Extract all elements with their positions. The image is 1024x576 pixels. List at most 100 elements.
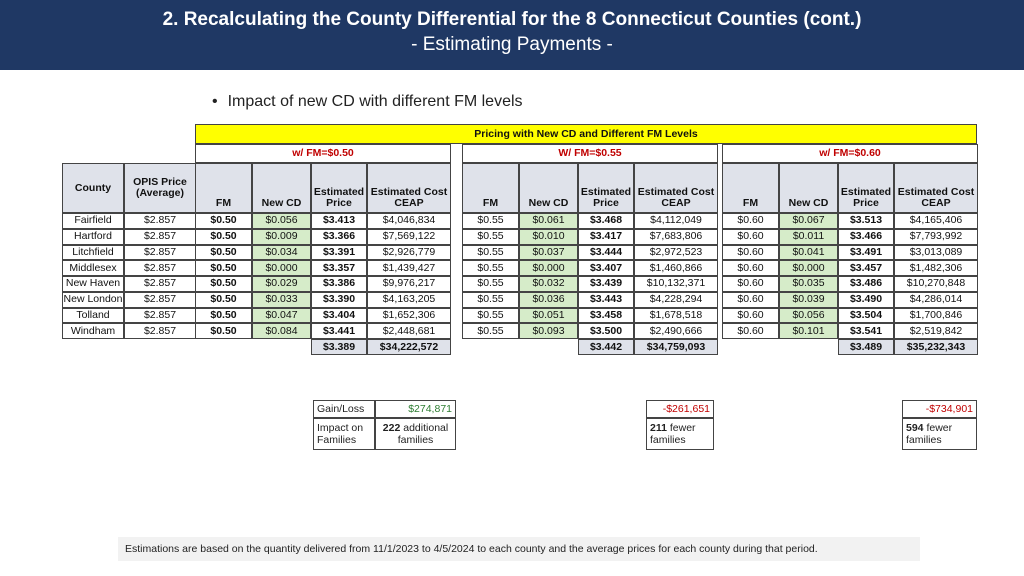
slide-subtitle: - Estimating Payments - <box>411 34 613 55</box>
estimated-cost: $9,976,217 <box>367 276 451 292</box>
group-label: W/ FM=$0.55 <box>462 144 718 163</box>
fm-value: $0.60 <box>722 291 779 308</box>
estimated-cost: $7,569,122 <box>367 228 451 245</box>
estimated-price: $3.500 <box>578 323 634 339</box>
new-cd-value: $0.029 <box>252 276 311 292</box>
estimated-price: $3.404 <box>311 307 367 324</box>
estimated-price: $3.390 <box>311 291 367 308</box>
new-cd-value: $0.036 <box>519 291 578 308</box>
impact-count: 211 <box>650 422 667 434</box>
fm-value: $0.50 <box>195 276 252 292</box>
estimated-cost: $4,112,049 <box>634 213 718 229</box>
fm-value: $0.50 <box>195 228 252 245</box>
loss-value-text: -$261,651 <box>662 403 710 415</box>
estimated-cost: $1,482,306 <box>894 260 978 276</box>
new-cd-value: $0.033 <box>252 291 311 308</box>
new-cd-value: $0.093 <box>519 323 578 339</box>
fm-value: $0.55 <box>462 228 519 245</box>
estimated-price: $3.491 <box>838 244 894 261</box>
new-cd-value: $0.067 <box>779 213 838 229</box>
fm-value: $0.55 <box>462 260 519 276</box>
fm-value: $0.60 <box>722 260 779 276</box>
new-cd-value: $0.101 <box>779 323 838 339</box>
fm-value: $0.55 <box>462 213 519 229</box>
fm-value: $0.60 <box>722 213 779 229</box>
new-cd-value: $0.000 <box>779 260 838 276</box>
impact-value: 211 fewer families <box>646 418 714 450</box>
impact-text: additional families <box>397 422 449 446</box>
estimated-cost: $10,132,371 <box>634 276 718 292</box>
estimated-cost: $4,046,834 <box>367 213 451 229</box>
bullet-point: • Impact of new CD with different FM leve… <box>212 93 523 111</box>
new-cd-value: $0.061 <box>519 213 578 229</box>
opis-price: $2.857 <box>124 323 196 339</box>
fm-value: $0.55 <box>462 244 519 261</box>
new-cd-value: $0.000 <box>519 260 578 276</box>
county-name: Middlesex <box>62 260 124 276</box>
col-header-new-cd: New CD <box>252 163 311 213</box>
new-cd-value: $0.000 <box>252 260 311 276</box>
estimated-cost: $4,165,406 <box>894 213 978 229</box>
fm-value: $0.60 <box>722 228 779 245</box>
impact-count: 594 <box>906 422 924 434</box>
impact-text: fewer families <box>650 422 696 446</box>
estimated-cost: $10,270,848 <box>894 276 978 292</box>
loss-value: -$734,901 <box>902 400 977 418</box>
col-header-est-cost: Estimated Cost CEAP <box>634 163 718 213</box>
col-header-new-cd: New CD <box>519 163 578 213</box>
footnote: Estimations are based on the quantity de… <box>118 537 920 561</box>
estimated-price: $3.391 <box>311 244 367 261</box>
impact-label-text: Impact on Families <box>317 422 364 446</box>
gain-value-text: $274,871 <box>408 403 452 415</box>
new-cd-value: $0.011 <box>779 228 838 245</box>
bullet-icon: • <box>212 93 218 110</box>
col-header-fm: FM <box>462 163 519 213</box>
fm-value: $0.55 <box>462 307 519 324</box>
estimated-price: $3.444 <box>578 244 634 261</box>
estimated-price: $3.407 <box>578 260 634 276</box>
estimated-cost: $1,678,518 <box>634 307 718 324</box>
new-cd-value: $0.041 <box>779 244 838 261</box>
new-cd-value: $0.010 <box>519 228 578 245</box>
col-header-opis: OPIS Price (Average) <box>124 163 196 213</box>
estimated-cost: $2,519,842 <box>894 323 978 339</box>
gain-loss-label-text: Gain/Loss <box>317 403 365 415</box>
estimated-cost: $7,683,806 <box>634 228 718 245</box>
new-cd-value: $0.035 <box>779 276 838 292</box>
col-header-fm: FM <box>195 163 252 213</box>
estimated-price: $3.490 <box>838 291 894 308</box>
opis-price: $2.857 <box>124 213 196 229</box>
new-cd-value: $0.032 <box>519 276 578 292</box>
estimated-cost: $3,013,089 <box>894 244 978 261</box>
col-header-est-price: Estimated Price <box>838 163 894 213</box>
county-name: Windham <box>62 323 124 339</box>
fm-value: $0.60 <box>722 244 779 261</box>
estimated-price: $3.468 <box>578 213 634 229</box>
col-header-est-cost: Estimated Cost CEAP <box>367 163 451 213</box>
fm-value: $0.50 <box>195 244 252 261</box>
loss-value: -$261,651 <box>646 400 714 418</box>
fm-value: $0.60 <box>722 307 779 324</box>
estimated-cost: $4,286,014 <box>894 291 978 308</box>
estimated-price: $3.366 <box>311 228 367 245</box>
group-label: w/ FM=$0.50 <box>195 144 451 163</box>
estimated-price: $3.443 <box>578 291 634 308</box>
impact-label: Impact on Families <box>313 418 375 450</box>
fm-value: $0.50 <box>195 260 252 276</box>
estimated-cost: $2,448,681 <box>367 323 451 339</box>
opis-price: $2.857 <box>124 291 196 308</box>
estimated-price: $3.441 <box>311 323 367 339</box>
fm-value: $0.55 <box>462 323 519 339</box>
county-name: New London <box>62 291 124 308</box>
county-name: Tolland <box>62 307 124 324</box>
estimated-price: $3.541 <box>838 323 894 339</box>
opis-price: $2.857 <box>124 307 196 324</box>
estimated-price: $3.486 <box>838 276 894 292</box>
table-banner: Pricing with New CD and Different FM Lev… <box>195 124 977 144</box>
estimated-cost: $4,163,205 <box>367 291 451 308</box>
estimated-price: $3.439 <box>578 276 634 292</box>
total-cost: $35,232,343 <box>894 339 978 355</box>
col-header-est-cost: Estimated Cost CEAP <box>894 163 978 213</box>
estimated-price: $3.386 <box>311 276 367 292</box>
total-price: $3.389 <box>311 339 367 355</box>
